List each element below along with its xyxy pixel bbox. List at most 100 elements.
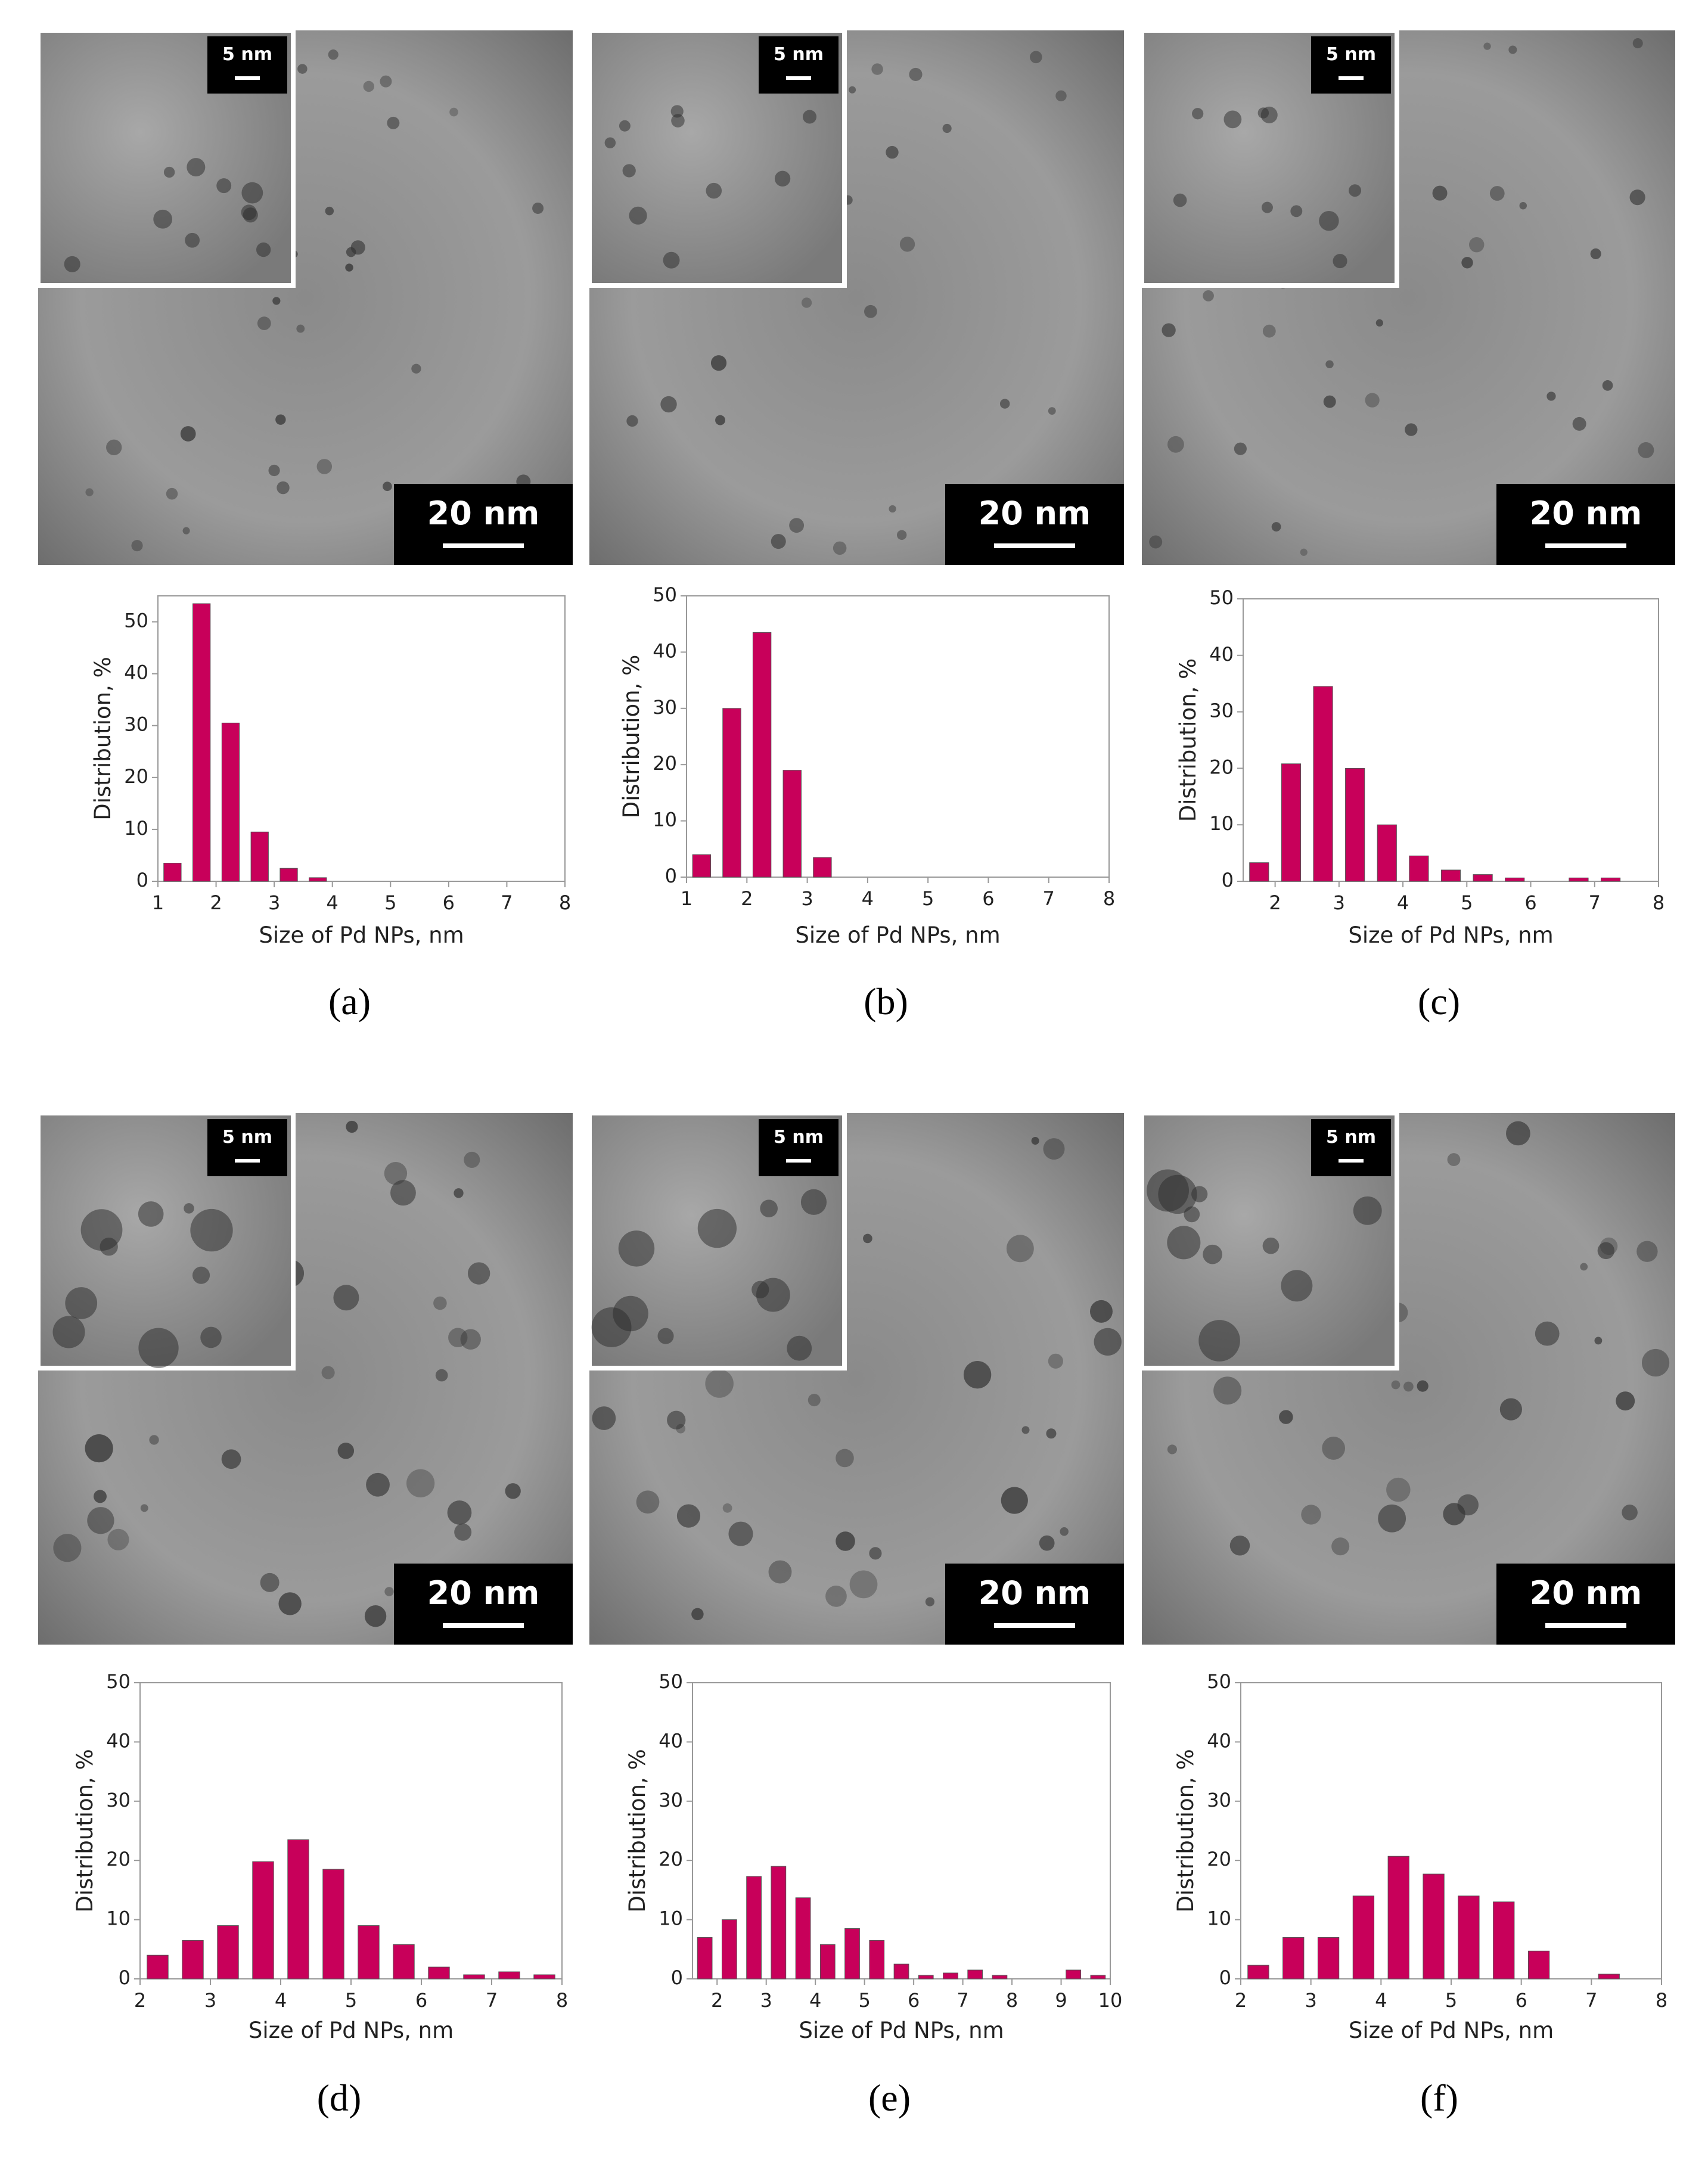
y-tick-label: 30 <box>106 1789 131 1811</box>
inset-nanoparticle <box>1261 201 1273 213</box>
inset-nanoparticle <box>622 164 636 178</box>
nanoparticle <box>836 1449 854 1468</box>
nanoparticle <box>321 1366 335 1379</box>
nanoparticle <box>350 240 365 255</box>
nanoparticle <box>53 1534 82 1562</box>
scale-label: 20 nm <box>979 495 1091 532</box>
bar <box>819 1944 836 1979</box>
inset-nanoparticle <box>1198 1320 1240 1362</box>
nanoparticle <box>705 1369 734 1398</box>
y-tick-label: 40 <box>659 1729 683 1752</box>
panel-label: (f) <box>1420 2077 1458 2119</box>
bar <box>1598 1974 1620 1979</box>
nanoparticle <box>1580 1263 1588 1271</box>
nanoparticle <box>1262 324 1276 338</box>
nanoparticle <box>909 67 923 81</box>
scale-label: 20 nm <box>427 495 540 532</box>
nanoparticle <box>1006 1235 1034 1263</box>
nanoparticle <box>272 297 281 305</box>
nanoparticle <box>131 540 143 552</box>
bar <box>1409 855 1429 882</box>
x-tick-label: 5 <box>1445 1989 1457 2012</box>
x-tick-label: 4 <box>862 887 874 910</box>
x-tick-label: 6 <box>908 1989 920 2012</box>
plot-frame <box>157 595 566 882</box>
nanoparticle <box>1279 1410 1293 1424</box>
inset-nanoparticle <box>184 1203 194 1214</box>
nanoparticle <box>1632 38 1643 49</box>
inset-nanoparticle <box>629 206 647 225</box>
nanoparticle <box>1594 1337 1603 1345</box>
nanoparticle <box>140 1504 148 1512</box>
bar <box>893 1963 909 1979</box>
micrograph: 5 nm 20 nm <box>587 28 1124 565</box>
nanoparticle <box>1391 1380 1400 1390</box>
inset-nanoparticle <box>1203 1244 1222 1264</box>
x-tick-label: 4 <box>1397 891 1409 914</box>
inset-nanoparticle <box>787 1335 812 1361</box>
nanoparticle <box>789 518 805 533</box>
scale-box <box>945 484 1124 565</box>
nanoparticle <box>1060 1527 1069 1536</box>
inset-nanoparticle <box>200 1326 222 1348</box>
x-tick-label: 8 <box>556 1989 568 2012</box>
plot-frame <box>139 1682 563 1979</box>
nanoparticle <box>390 1180 416 1206</box>
nanoparticle <box>85 1434 113 1463</box>
bar <box>813 857 832 878</box>
nanoparticle <box>1622 1504 1638 1521</box>
y-tick-label: 20 <box>1207 1848 1231 1870</box>
nanoparticle <box>454 1188 464 1198</box>
nanoparticle <box>1331 1537 1350 1556</box>
x-tick-label: 6 <box>415 1989 427 2012</box>
nanoparticle <box>1048 407 1056 415</box>
x-tick-label: 1 <box>152 891 164 914</box>
nanoparticle <box>676 1424 686 1434</box>
nanoparticle <box>449 107 458 117</box>
y-tick-label: 50 <box>124 610 148 632</box>
scale-box <box>394 1564 573 1645</box>
inset-image <box>1139 28 1399 288</box>
nanoparticle <box>1043 1138 1065 1160</box>
inset-nanoparticle <box>52 1316 85 1348</box>
nanoparticle <box>660 396 677 413</box>
inset-scale-box <box>759 1119 839 1176</box>
nanoparticle <box>1447 1153 1461 1166</box>
panel-label: (b) <box>864 980 908 1023</box>
bar <box>1505 877 1525 882</box>
panel: 5 nm 20 nm 0 10 20 30 40 50 2 3 4 5 6 7 8 9 10 Size of Pd… <box>587 1111 1124 2119</box>
inset-nanoparticle <box>216 178 232 194</box>
inset-nanoparticle <box>187 158 206 177</box>
x-axis-label: Size of Pd NPs, nm <box>249 2018 454 2043</box>
bar <box>1493 1901 1515 1979</box>
nanoparticle <box>1031 1137 1039 1145</box>
y-tick-label: 50 <box>653 583 677 606</box>
nanoparticle <box>1469 237 1485 253</box>
y-tick-label: 30 <box>124 713 148 736</box>
nanoparticle <box>1535 1321 1560 1346</box>
bar <box>782 770 802 878</box>
x-axis-label: Size of Pd NPs, nm <box>1348 922 1553 948</box>
nanoparticle <box>149 1435 159 1445</box>
inset-nanoparticle <box>756 1278 790 1312</box>
nanoparticle <box>1590 248 1601 260</box>
y-tick-label: 30 <box>653 696 677 719</box>
x-tick-label: 8 <box>1006 1989 1018 2012</box>
y-tick-label: 50 <box>1207 1670 1231 1693</box>
inset-nanoparticle <box>802 110 817 124</box>
nanoparticle <box>1322 1437 1346 1460</box>
x-tick-label: 3 <box>801 887 813 910</box>
plot-frame <box>1243 598 1659 882</box>
bar <box>692 854 712 878</box>
x-tick-label: 4 <box>275 1989 287 2012</box>
inset-scale-box <box>1311 36 1391 94</box>
y-tick-label: 10 <box>653 809 677 831</box>
nanoparticle <box>801 297 812 308</box>
bar <box>533 1974 555 1979</box>
nanoparticle <box>896 530 907 540</box>
x-tick-label: 4 <box>809 1989 821 2012</box>
x-tick-label: 9 <box>1055 1989 1067 2012</box>
nanoparticle <box>85 488 94 496</box>
bar <box>463 1974 485 1979</box>
